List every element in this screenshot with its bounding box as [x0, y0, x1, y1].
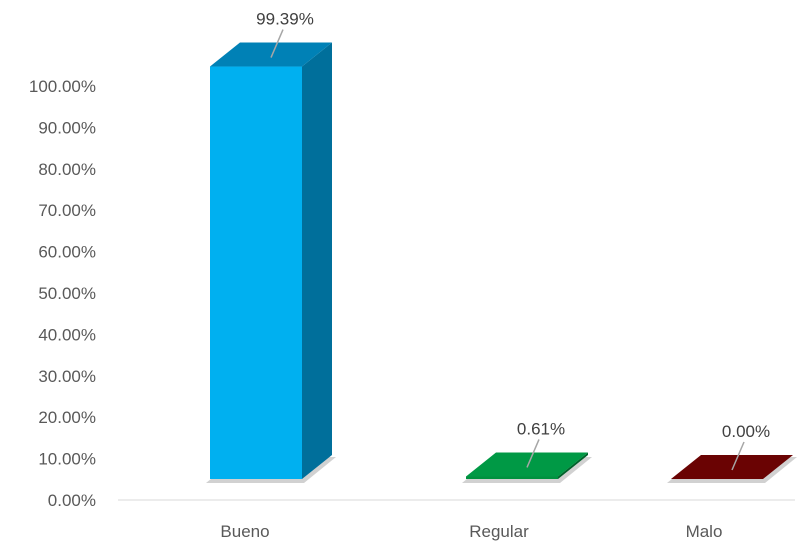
bar-front	[210, 66, 302, 480]
bars: 99.39% 0.61% 0.00%	[206, 10, 797, 483]
y-tick-label: 70.00%	[38, 201, 96, 220]
bar-bueno: 99.39%	[206, 10, 336, 483]
x-axis: Bueno Regular Malo	[220, 522, 722, 541]
y-axis: 0.00% 10.00% 20.00% 30.00% 40.00% 50.00% 60.00…	[29, 77, 96, 510]
bar-regular: 0.61%	[462, 419, 592, 483]
y-tick-label: 50.00%	[38, 284, 96, 303]
bar-top	[210, 42, 332, 67]
y-tick-label: 0.00%	[48, 491, 96, 510]
y-tick-label: 60.00%	[38, 243, 96, 262]
y-tick-label: 10.00%	[38, 450, 96, 469]
y-tick-label: 40.00%	[38, 325, 96, 344]
bar-top	[671, 455, 793, 479]
data-label-leader	[731, 441, 745, 471]
y-tick-label: 20.00%	[38, 408, 96, 427]
y-tick-label: 80.00%	[38, 160, 96, 179]
x-tick-label: Malo	[686, 522, 723, 541]
data-label: 0.61%	[517, 419, 565, 438]
data-label-leader	[526, 439, 540, 468]
y-tick-label: 90.00%	[38, 118, 96, 137]
data-label-leader	[270, 29, 284, 58]
bar-front	[466, 476, 558, 479]
x-tick-label: Bueno	[220, 522, 269, 541]
x-tick-label: Regular	[469, 522, 529, 541]
bar-side	[558, 452, 588, 479]
bar-top	[466, 452, 588, 477]
data-label: 0.00%	[722, 422, 770, 441]
bar-malo: 0.00%	[667, 422, 797, 483]
y-tick-label: 30.00%	[38, 367, 96, 386]
y-tick-label: 100.00%	[29, 77, 96, 96]
bar-side	[302, 42, 332, 480]
data-label: 99.39%	[256, 10, 314, 29]
